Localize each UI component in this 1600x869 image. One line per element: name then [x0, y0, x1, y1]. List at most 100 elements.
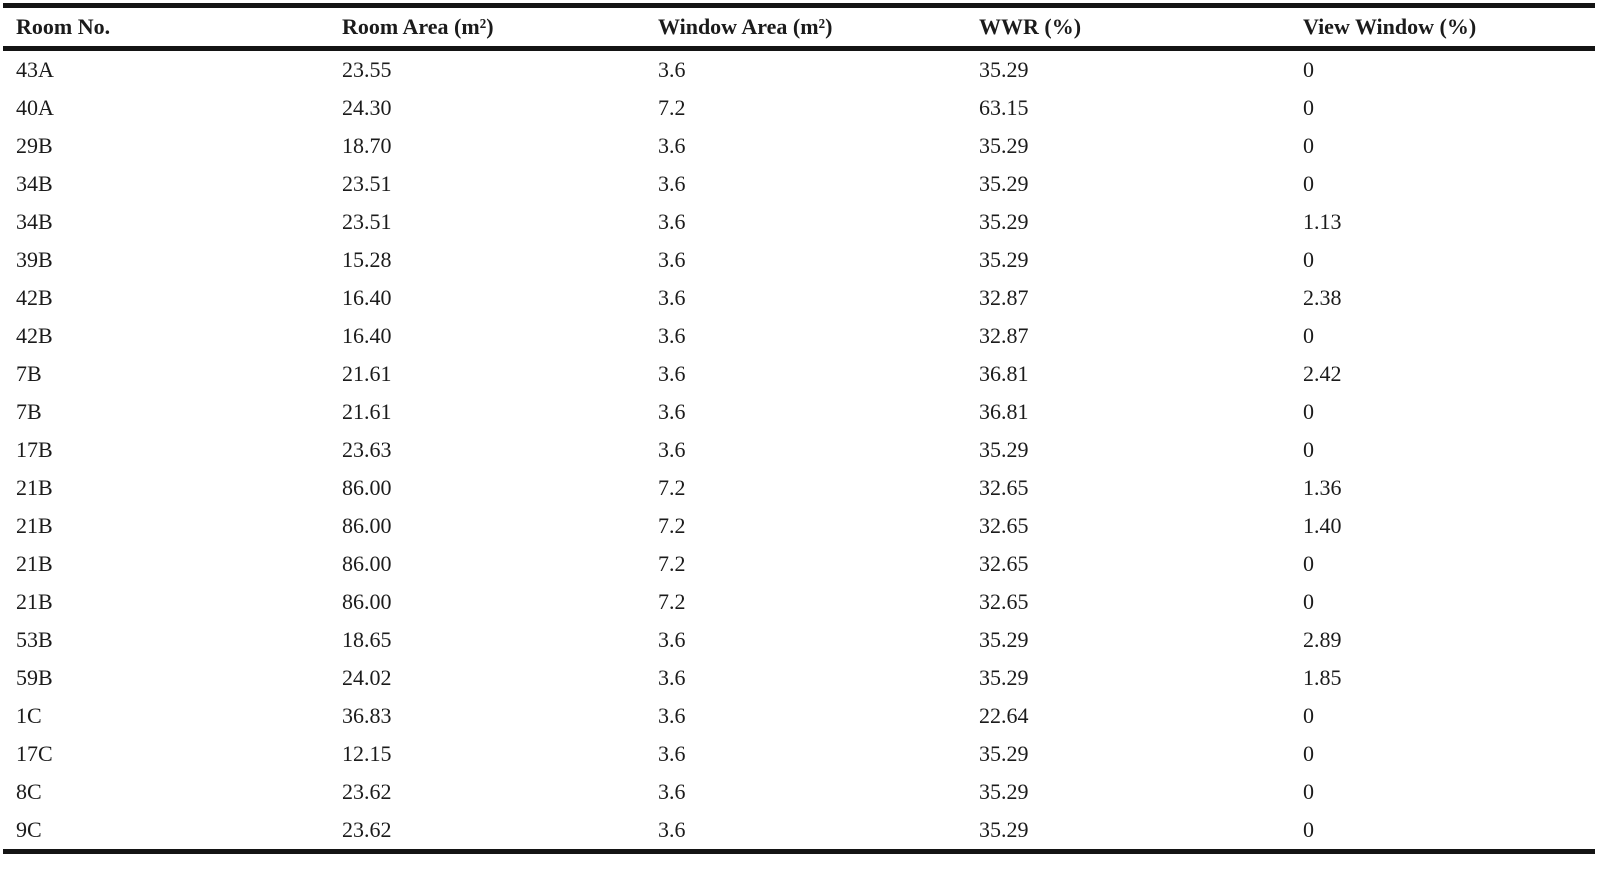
table-row: 21B 86.00 7.2 32.65 1.40 — [3, 507, 1595, 545]
cell-wwr: 32.87 — [979, 323, 1029, 348]
cell-view-window: 0 — [1303, 437, 1314, 462]
cell-view-window: 0 — [1303, 57, 1314, 82]
col-header-room-area: Room Area (m²) — [329, 5, 645, 51]
cell-view-window: 0 — [1303, 741, 1314, 766]
cell-wwr: 32.65 — [979, 475, 1029, 500]
cell-room-no: 21B — [16, 589, 53, 614]
cell-room-area: 24.02 — [342, 665, 392, 690]
cell-view-window: 2.89 — [1303, 627, 1342, 652]
cell-room-area: 86.00 — [342, 513, 392, 538]
cell-room-no: 42B — [16, 323, 53, 348]
cell-room-no: 59B — [16, 665, 53, 690]
cell-room-area: 18.65 — [342, 627, 392, 652]
cell-view-window: 0 — [1303, 589, 1314, 614]
cell-room-no: 42B — [16, 285, 53, 310]
cell-room-area: 18.70 — [342, 133, 392, 158]
table-row: 8C 23.62 3.6 35.29 0 — [3, 773, 1595, 811]
cell-room-area: 23.63 — [342, 437, 392, 462]
cell-window-area: 3.6 — [658, 741, 686, 766]
cell-room-area: 16.40 — [342, 285, 392, 310]
cell-wwr: 36.81 — [979, 361, 1029, 386]
cell-wwr: 32.65 — [979, 551, 1029, 576]
cell-view-window: 0 — [1303, 779, 1314, 804]
cell-wwr: 36.81 — [979, 399, 1029, 424]
cell-room-area: 86.00 — [342, 589, 392, 614]
cell-wwr: 35.29 — [979, 741, 1029, 766]
cell-room-area: 86.00 — [342, 475, 392, 500]
cell-window-area: 3.6 — [658, 171, 686, 196]
cell-view-window: 1.85 — [1303, 665, 1342, 690]
table-body: 43A 23.55 3.6 35.29 0 40A 24.30 7.2 63.1… — [3, 49, 1595, 854]
cell-view-window: 0 — [1303, 323, 1314, 348]
table-row: 21B 86.00 7.2 32.65 1.36 — [3, 469, 1595, 507]
cell-view-window: 0 — [1303, 171, 1314, 196]
cell-view-window: 1.36 — [1303, 475, 1342, 500]
col-header-room-no: Room No. — [3, 5, 329, 51]
table-row: 9C 23.62 3.6 35.29 0 — [3, 811, 1595, 854]
cell-room-no: 9C — [3, 811, 329, 854]
table-row: 40A 24.30 7.2 63.15 0 — [3, 89, 1595, 127]
table-row: 29B 18.70 3.6 35.29 0 — [3, 127, 1595, 165]
cell-window-area: 7.2 — [658, 513, 686, 538]
cell-wwr: 63.15 — [979, 95, 1029, 120]
cell-room-no: 34B — [16, 209, 53, 234]
cell-wwr: 35.29 — [979, 247, 1029, 272]
cell-window-area: 3.6 — [658, 57, 686, 82]
cell-room-no: 8C — [16, 779, 42, 804]
cell-window-area: 3.6 — [658, 209, 686, 234]
cell-window-area: 3.6 — [658, 703, 686, 728]
cell-view-window: 2.38 — [1303, 285, 1342, 310]
cell-window-area: 3.6 — [645, 811, 966, 854]
cell-wwr: 32.87 — [979, 285, 1029, 310]
col-header-view-window: View Window (%) — [1290, 5, 1595, 51]
table-header-row: Room No. Room Area (m²) Window Area (m²)… — [3, 5, 1595, 51]
cell-room-area: 16.40 — [342, 323, 392, 348]
table-row: 53B 18.65 3.6 35.29 2.89 — [3, 621, 1595, 659]
cell-view-window: 0 — [1290, 811, 1595, 854]
cell-window-area: 3.6 — [658, 627, 686, 652]
table-row: 21B 86.00 7.2 32.65 0 — [3, 545, 1595, 583]
cell-room-no: 21B — [16, 513, 53, 538]
cell-window-area: 7.2 — [658, 589, 686, 614]
table-row: 17C 12.15 3.6 35.29 0 — [3, 735, 1595, 773]
cell-view-window: 0 — [1303, 551, 1314, 576]
cell-window-area: 3.6 — [658, 437, 686, 462]
cell-wwr: 35.29 — [979, 171, 1029, 196]
cell-wwr: 22.64 — [979, 703, 1029, 728]
cell-window-area: 3.6 — [658, 399, 686, 424]
cell-room-no: 21B — [16, 475, 53, 500]
table-row: 39B 15.28 3.6 35.29 0 — [3, 241, 1595, 279]
cell-room-no: 34B — [16, 171, 53, 196]
cell-wwr: 35.29 — [979, 133, 1029, 158]
cell-room-no: 40A — [16, 95, 54, 120]
cell-view-window: 0 — [1303, 703, 1314, 728]
cell-room-area: 12.15 — [342, 741, 392, 766]
cell-wwr: 35.29 — [979, 627, 1029, 652]
cell-wwr: 32.65 — [979, 589, 1029, 614]
cell-view-window: 0 — [1303, 247, 1314, 272]
cell-wwr: 35.29 — [979, 57, 1029, 82]
cell-room-no: 17B — [16, 437, 53, 462]
table-row: 59B 24.02 3.6 35.29 1.85 — [3, 659, 1595, 697]
cell-room-area: 21.61 — [342, 399, 392, 424]
cell-window-area: 7.2 — [658, 551, 686, 576]
cell-wwr: 35.29 — [966, 811, 1290, 854]
room-window-table: Room No. Room Area (m²) Window Area (m²)… — [3, 3, 1595, 854]
cell-wwr: 35.29 — [979, 665, 1029, 690]
cell-window-area: 3.6 — [658, 247, 686, 272]
cell-room-no: 21B — [16, 551, 53, 576]
cell-room-area: 24.30 — [342, 95, 392, 120]
table-row: 17B 23.63 3.6 35.29 0 — [3, 431, 1595, 469]
table-header: Room No. Room Area (m²) Window Area (m²)… — [3, 5, 1595, 51]
cell-view-window: 1.13 — [1303, 209, 1342, 234]
cell-window-area: 3.6 — [658, 665, 686, 690]
cell-window-area: 7.2 — [658, 95, 686, 120]
table-row: 21B 86.00 7.2 32.65 0 — [3, 583, 1595, 621]
cell-room-no: 43A — [16, 57, 54, 82]
cell-room-no: 1C — [16, 703, 42, 728]
cell-room-area: 23.51 — [342, 209, 392, 234]
cell-view-window: 2.42 — [1303, 361, 1342, 386]
table-row: 1C 36.83 3.6 22.64 0 — [3, 697, 1595, 735]
cell-room-no: 7B — [16, 361, 42, 386]
